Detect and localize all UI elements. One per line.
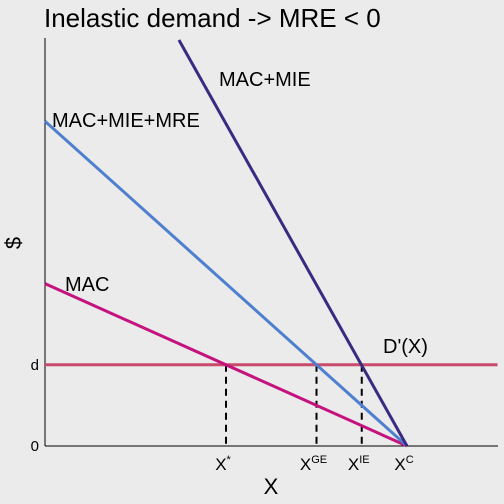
- series-label-mac-mie: MAC+MIE: [219, 69, 311, 91]
- plot-area: 0 d MAC MAC+MIE+MRE MAC+MIE D'(X) X* XGE XIE XC: [31, 38, 498, 474]
- series-line-mac-mie: [177, 39, 409, 447]
- y-tick-label: 0: [31, 438, 39, 455]
- x-tick-label: X*: [215, 454, 231, 474]
- series-label-demand: D'(X): [383, 336, 428, 358]
- series-line-mac-mie-mre: [43, 120, 409, 448]
- y-tick-label: d: [31, 357, 39, 374]
- series-label-mac: MAC: [65, 274, 109, 296]
- x-tick-label: XIE: [348, 454, 370, 474]
- y-axis-title: $: [1, 237, 26, 249]
- chart-title: Inelastic demand -> MRE < 0: [44, 3, 381, 33]
- x-tick-label: XGE: [300, 454, 327, 474]
- series-line-mac: [44, 282, 408, 448]
- series-label-mac-mie-mre: MAC+MIE+MRE: [52, 110, 200, 132]
- x-tick-label: XC: [394, 454, 413, 474]
- x-axis-title: X: [264, 474, 279, 499]
